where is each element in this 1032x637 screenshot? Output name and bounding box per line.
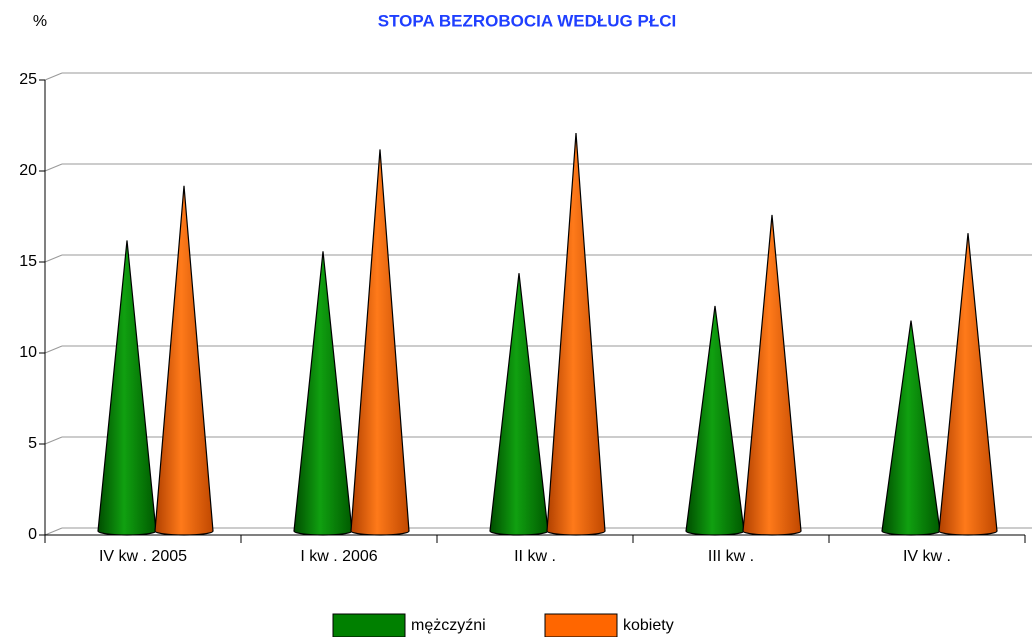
- x-tick-label: IV kw .: [903, 548, 951, 565]
- grid-line: [44, 527, 63, 536]
- cone: [742, 214, 802, 536]
- y-tick-label: 15: [19, 253, 37, 270]
- chart-title: STOPA BEZROBOCIA WEDŁUG PŁCI: [378, 11, 676, 30]
- y-axis-label: %: [33, 13, 47, 30]
- y-tick-label: 25: [19, 71, 37, 88]
- x-tick-label: IV kw . 2005: [99, 548, 187, 565]
- cone: [293, 251, 353, 536]
- cone: [350, 149, 410, 536]
- cone: [881, 320, 941, 536]
- x-tick-label: II kw .: [514, 548, 556, 565]
- x-tick-label: III kw .: [708, 548, 754, 565]
- legend-swatch: [544, 613, 618, 637]
- y-tick-label: 0: [28, 526, 37, 543]
- legend-swatch: [332, 613, 406, 637]
- cone: [546, 133, 606, 536]
- cone: [489, 273, 549, 536]
- cone: [938, 233, 998, 536]
- y-tick-label: 5: [28, 435, 37, 452]
- cone: [685, 305, 745, 536]
- legend-label: mężczyźni: [411, 617, 486, 634]
- grid-line: [44, 254, 63, 263]
- grid-line: [44, 72, 63, 81]
- y-tick-label: 10: [19, 344, 37, 361]
- legend-label: kobiety: [623, 617, 674, 634]
- x-tick-label: I kw . 2006: [300, 548, 377, 565]
- cone: [154, 185, 214, 536]
- grid-line: [44, 345, 63, 354]
- grid-line: [44, 163, 63, 172]
- y-tick-label: 20: [19, 162, 37, 179]
- cone: [97, 240, 157, 536]
- grid-line: [44, 436, 63, 445]
